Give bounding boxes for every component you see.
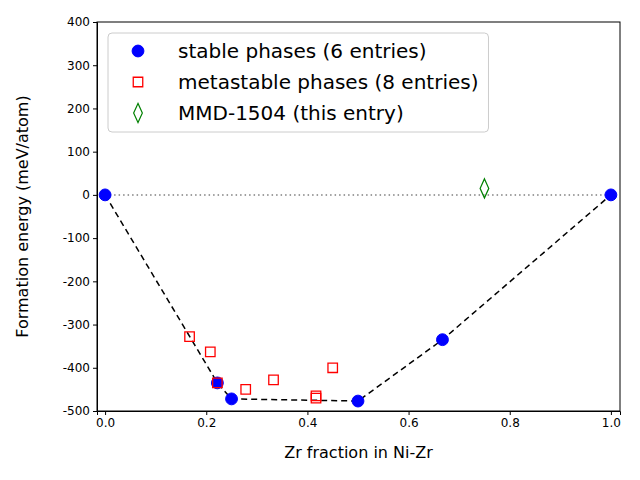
y-tick: 400 bbox=[67, 15, 97, 29]
x-tick-mark bbox=[510, 411, 511, 415]
marks bbox=[99, 179, 617, 407]
y-tick-mark bbox=[93, 325, 97, 326]
point bbox=[99, 189, 111, 201]
x-axis-line bbox=[98, 412, 621, 416]
legend-marker bbox=[133, 77, 142, 86]
point bbox=[206, 347, 215, 356]
x-tick: 0.6 bbox=[400, 411, 419, 430]
plot: 0.0 0.2 0.4 0.6 0.8 1.0 -500 -400 -300 -200 -100 0 1… bbox=[63, 15, 621, 429]
y-tick-mark bbox=[93, 368, 97, 369]
y-tick-label: -100 bbox=[63, 231, 90, 245]
x-tick-label: 0.6 bbox=[400, 416, 419, 430]
point bbox=[480, 179, 489, 198]
y-tick: 0 bbox=[82, 188, 97, 202]
point bbox=[269, 375, 278, 384]
point bbox=[605, 189, 617, 201]
y-tick-mark bbox=[93, 195, 97, 196]
y-tick-mark bbox=[93, 238, 97, 239]
legend-box bbox=[108, 33, 488, 132]
y-tick-mark bbox=[93, 152, 97, 153]
y-tick-mark bbox=[93, 281, 97, 282]
y-tick: -100 bbox=[63, 231, 97, 245]
y-tick-label: 200 bbox=[67, 102, 90, 116]
x-tick-label: 0.8 bbox=[501, 416, 520, 430]
y-tick: 100 bbox=[67, 145, 97, 159]
x-tick-label: 0.2 bbox=[197, 416, 216, 430]
point bbox=[437, 334, 449, 346]
x-tick: 0.4 bbox=[298, 411, 317, 430]
y-tick: -400 bbox=[63, 361, 97, 375]
x-tick-label: 0.4 bbox=[298, 416, 317, 430]
y-tick-label: -300 bbox=[63, 318, 90, 332]
x-axis-title: Zr fraction in Ni-Zr bbox=[284, 443, 433, 462]
y-tick-label: 300 bbox=[67, 59, 90, 73]
y-tick-label: 100 bbox=[67, 145, 90, 159]
legend-label: stable phases (6 entries) bbox=[178, 39, 427, 63]
legend-label: MMD-1504 (this entry) bbox=[178, 101, 404, 125]
y-tick-mark bbox=[93, 411, 97, 412]
x-tick-mark bbox=[409, 411, 410, 415]
y-tick-label: -400 bbox=[63, 361, 90, 375]
y-tick: 300 bbox=[67, 59, 97, 73]
y-tick-label: 0 bbox=[82, 188, 90, 202]
point bbox=[311, 391, 320, 400]
x-tick: 0.0 bbox=[96, 411, 115, 430]
plot-frame bbox=[97, 22, 620, 411]
point bbox=[185, 332, 194, 341]
y-tick: -300 bbox=[63, 318, 97, 332]
point bbox=[352, 395, 364, 407]
x-tick-label: 0.0 bbox=[96, 416, 115, 430]
y-tick: 200 bbox=[67, 102, 97, 116]
point bbox=[226, 393, 238, 405]
y-tick-label: -200 bbox=[63, 275, 90, 289]
legend-marker bbox=[132, 45, 144, 57]
x-tick-mark bbox=[206, 411, 207, 415]
legend-label: metastable phases (8 entries) bbox=[178, 70, 478, 94]
y-tick: -200 bbox=[63, 275, 97, 289]
y-tick: -500 bbox=[63, 404, 97, 418]
y-axis: -500 -400 -300 -200 -100 0 100 200 300 400 bbox=[63, 15, 98, 418]
point bbox=[211, 377, 223, 389]
x-tick: 0.8 bbox=[501, 411, 520, 430]
y-tick-mark bbox=[93, 65, 97, 66]
x-tick-mark bbox=[307, 411, 308, 415]
x-tick: 1.0 bbox=[602, 411, 621, 430]
legend-marker bbox=[134, 103, 143, 122]
point bbox=[311, 393, 320, 402]
x-tick-mark bbox=[611, 411, 612, 415]
point bbox=[328, 363, 337, 372]
point bbox=[241, 385, 250, 394]
line bbox=[105, 194, 611, 196]
x-axis: 0.0 0.2 0.4 0.6 0.8 1.0 bbox=[96, 411, 621, 430]
y-axis-title: Formation energy (meV/atom) bbox=[13, 95, 32, 337]
y-tick-label: 400 bbox=[67, 15, 90, 29]
point bbox=[213, 378, 222, 387]
x-tick: 0.2 bbox=[197, 411, 216, 430]
y-tick-mark bbox=[93, 108, 97, 109]
legend: stable phases (6 entries) metastable phas… bbox=[108, 33, 488, 132]
chart: 0.0 0.2 0.4 0.6 0.8 1.0 -500 -400 -300 -200 -100 0 1… bbox=[0, 0, 640, 480]
x-tick-mark bbox=[105, 411, 106, 415]
y-tick-mark bbox=[93, 22, 97, 23]
line bbox=[105, 195, 611, 401]
y-tick-label: -500 bbox=[63, 404, 90, 418]
x-tick-label: 1.0 bbox=[602, 416, 621, 430]
